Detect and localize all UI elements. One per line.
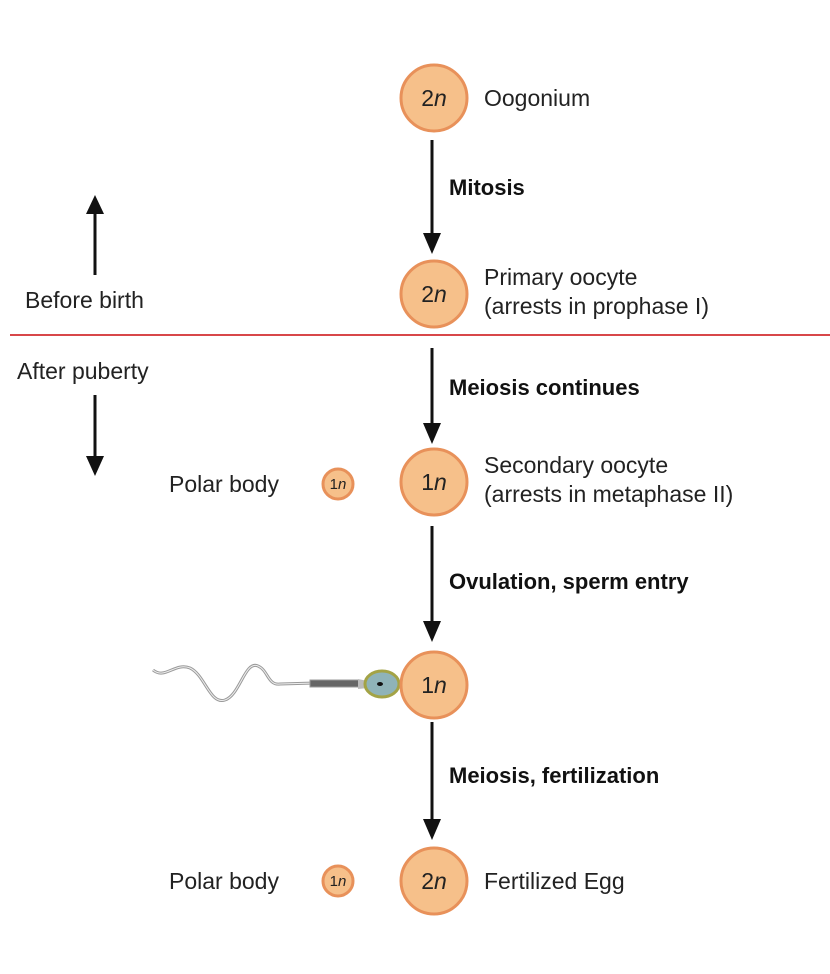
oogonium-label: Oogonium — [484, 85, 590, 111]
after-puberty-arrow — [86, 395, 104, 476]
fertilized-egg-cell-ploidy: 2n — [421, 868, 447, 894]
step-label-mitosis: Mitosis — [449, 175, 525, 200]
polar-body-2-circle — [321, 864, 355, 898]
polar-body-2: 1n — [321, 864, 355, 898]
polar-body-1: 1n — [321, 467, 355, 501]
oogonium-cell-ploidy: 2n — [421, 85, 447, 111]
fertilized-egg-label: Fertilized Egg — [484, 868, 625, 894]
primary-oocyte-label: Primary oocyte — [484, 264, 637, 290]
step-label-fertilization: Meiosis, fertilization — [449, 763, 659, 788]
after-puberty-label: After puberty — [17, 358, 149, 384]
primary-oocyte-cell-circle — [399, 259, 469, 329]
secondary-oocyte-cell-circle — [399, 447, 469, 517]
step-arrow-meiosis-continues — [423, 348, 441, 444]
before-birth-label: Before birth — [25, 287, 144, 313]
fertilized-egg-cell: 2n — [399, 846, 469, 916]
step-arrow-mitosis — [423, 140, 441, 254]
ovulated-oocyte-cell-ploidy: 1n — [421, 672, 447, 698]
step-label-ovulation: Ovulation, sperm entry — [449, 569, 689, 594]
polar-body-1-circle — [321, 467, 355, 501]
primary-oocyte-note: (arrests in prophase I) — [484, 293, 709, 319]
secondary-oocyte-label: Secondary oocyte — [484, 452, 668, 478]
sperm-illustration — [152, 663, 401, 702]
ovulated-oocyte-cell-circle — [399, 650, 469, 720]
before-birth-arrow — [86, 195, 104, 275]
step-arrow-fertilization — [423, 722, 441, 840]
polar-body-1-ploidy: 1n — [330, 476, 347, 493]
ovulated-oocyte-cell: 1n — [399, 650, 469, 720]
step-label-meiosis-continues: Meiosis continues — [449, 375, 640, 400]
fertilized-egg-cell-circle — [399, 846, 469, 916]
oogonium-cell: 2n — [399, 63, 469, 133]
secondary-oocyte-cell: 1n — [399, 447, 469, 517]
polar-body-label: Polar body — [169, 868, 279, 894]
secondary-oocyte-cell-ploidy: 1n — [421, 469, 447, 495]
step-arrow-ovulation — [423, 526, 441, 642]
secondary-oocyte-note: (arrests in metaphase II) — [484, 481, 733, 507]
oogonium-cell-circle — [399, 63, 469, 133]
polar-body-2-ploidy: 1n — [330, 873, 347, 890]
primary-oocyte-cell: 2n — [399, 259, 469, 329]
polar-body-label: Polar body — [169, 471, 279, 497]
primary-oocyte-cell-ploidy: 2n — [421, 281, 447, 307]
